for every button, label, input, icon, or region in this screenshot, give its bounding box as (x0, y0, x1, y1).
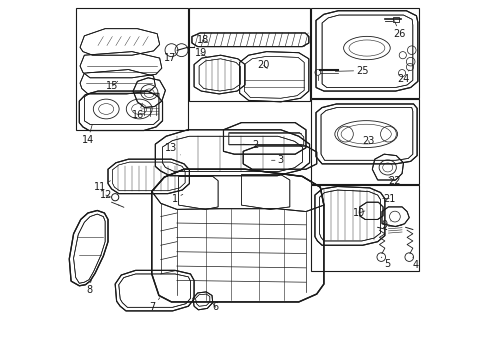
Text: 22: 22 (389, 176, 401, 186)
Text: 10: 10 (353, 208, 365, 218)
Text: 20: 20 (257, 60, 270, 70)
Text: 2: 2 (243, 140, 258, 150)
Bar (311, 185, 419, 271)
Text: 9: 9 (382, 220, 391, 230)
Text: 25: 25 (335, 66, 369, 76)
Text: 16: 16 (132, 103, 144, 121)
Bar (311, 99, 419, 184)
Text: 11: 11 (94, 181, 110, 192)
Text: 26: 26 (394, 21, 406, 39)
Text: 14: 14 (82, 125, 94, 145)
Text: 8: 8 (86, 280, 92, 296)
Bar (393, 17, 399, 22)
Text: 24: 24 (397, 70, 410, 84)
Text: 13: 13 (165, 143, 180, 155)
Text: 21: 21 (383, 194, 395, 204)
Text: 18: 18 (196, 35, 209, 45)
Text: 12: 12 (99, 190, 112, 200)
Bar (76, 8, 188, 130)
Text: 23: 23 (363, 136, 375, 145)
Text: 3: 3 (271, 155, 284, 165)
Text: 4: 4 (412, 257, 418, 270)
Text: 19: 19 (195, 48, 207, 58)
Bar (190, 8, 310, 101)
Bar (311, 8, 419, 98)
Text: 5: 5 (381, 257, 391, 269)
Text: 1: 1 (172, 194, 183, 204)
Text: 6: 6 (213, 302, 219, 312)
Text: 7: 7 (149, 298, 160, 312)
Text: 15: 15 (106, 81, 119, 91)
Text: 17: 17 (164, 50, 177, 63)
